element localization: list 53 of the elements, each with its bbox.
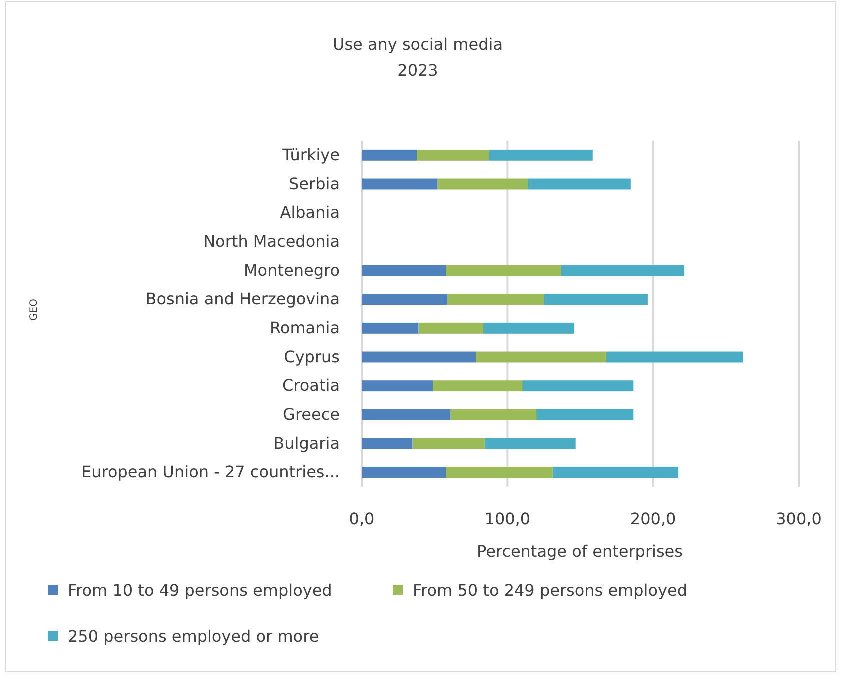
bar bbox=[418, 322, 484, 334]
bar bbox=[417, 150, 490, 161]
y-tick-label: Bulgaria bbox=[274, 434, 340, 453]
bar bbox=[446, 265, 562, 276]
bar bbox=[536, 409, 634, 420]
bar bbox=[412, 438, 485, 450]
y-axis-title: GEO bbox=[29, 298, 40, 321]
legend-label: From 50 to 249 persons employed bbox=[413, 581, 688, 600]
y-tick-label: Türkiye bbox=[282, 146, 340, 165]
bar bbox=[362, 380, 434, 392]
chart-title: Use any social media bbox=[332, 35, 504, 54]
x-axis-title: Percentage of enterprises bbox=[477, 542, 683, 561]
bar bbox=[362, 409, 450, 420]
bar bbox=[362, 150, 418, 161]
x-tick-label: 100,0 bbox=[484, 509, 531, 528]
bar bbox=[447, 294, 544, 306]
bar bbox=[483, 322, 574, 334]
y-tick-label: Romania bbox=[270, 318, 340, 338]
bar bbox=[561, 265, 684, 276]
y-tick-label: Croatia bbox=[282, 376, 340, 396]
bar bbox=[362, 265, 446, 276]
bar bbox=[484, 438, 576, 450]
y-tick-label: Serbia bbox=[289, 174, 340, 194]
bar bbox=[476, 352, 606, 363]
bar bbox=[552, 467, 678, 478]
y-tick-label: Albania bbox=[280, 203, 340, 222]
bar bbox=[362, 294, 448, 306]
bar bbox=[437, 178, 528, 190]
y-tick-label: North Macedonia bbox=[204, 232, 340, 252]
chart-subtitle: 2023 bbox=[398, 61, 438, 80]
y-tick-label: Montenegro bbox=[244, 260, 340, 280]
bar bbox=[362, 467, 446, 478]
bar bbox=[362, 352, 476, 363]
bar bbox=[433, 380, 523, 392]
bar bbox=[606, 352, 744, 363]
bar bbox=[544, 294, 648, 306]
x-tick-label: 0,0 bbox=[349, 509, 375, 528]
bar bbox=[450, 409, 537, 420]
y-tick-label: Bosnia and Herzegovina bbox=[146, 290, 340, 309]
legend-label: From 10 to 49 persons employed bbox=[68, 581, 332, 600]
y-tick-label: European Union - 27 countries... bbox=[81, 462, 340, 482]
x-tick-label: 200,0 bbox=[630, 509, 676, 528]
bar bbox=[362, 178, 438, 190]
bar bbox=[489, 150, 593, 161]
bar bbox=[522, 380, 634, 392]
legend-label: 250 persons employed or more bbox=[68, 627, 320, 646]
y-tick-label: Cyprus bbox=[284, 347, 340, 366]
bar bbox=[446, 467, 553, 478]
y-tick-label: Greece bbox=[283, 405, 340, 424]
x-tick-label: 300,0 bbox=[776, 509, 822, 528]
bar bbox=[362, 322, 419, 334]
bar bbox=[528, 178, 631, 190]
bar bbox=[362, 438, 413, 450]
